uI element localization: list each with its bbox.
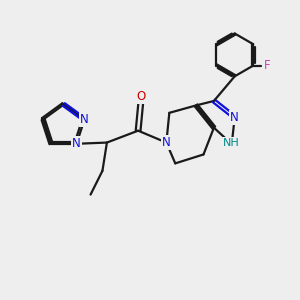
Text: N: N: [80, 113, 89, 126]
Text: O: O: [136, 90, 146, 103]
Text: NH: NH: [224, 138, 240, 148]
Text: F: F: [264, 59, 271, 72]
Text: N: N: [162, 136, 171, 149]
Text: N: N: [230, 111, 239, 124]
Text: N: N: [72, 137, 81, 150]
